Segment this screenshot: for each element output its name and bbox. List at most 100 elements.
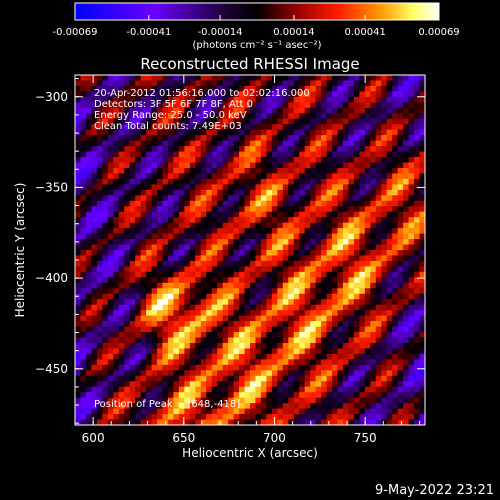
heatmap-cell bbox=[282, 255, 289, 262]
heatmap-cell bbox=[414, 102, 420, 109]
heatmap-cell bbox=[195, 403, 202, 409]
heatmap-cell bbox=[140, 200, 147, 207]
heatmap-cell bbox=[118, 173, 125, 180]
heatmap-cell bbox=[255, 282, 262, 289]
heatmap-cell bbox=[244, 271, 251, 278]
heatmap-cell bbox=[184, 299, 191, 306]
heatmap-cell bbox=[250, 80, 256, 87]
heatmap-cell bbox=[135, 386, 142, 393]
heatmap-cell bbox=[200, 337, 207, 344]
heatmap-cell bbox=[353, 304, 360, 311]
heatmap-cell bbox=[277, 403, 284, 409]
heatmap-cell bbox=[364, 315, 371, 322]
heatmap-cell bbox=[124, 178, 131, 185]
heatmap-cell bbox=[228, 140, 234, 147]
heatmap-cell bbox=[353, 157, 360, 163]
heatmap-cell bbox=[162, 211, 169, 218]
heatmap-cell bbox=[397, 282, 404, 289]
heatmap-cell bbox=[228, 364, 234, 371]
heatmap-cell bbox=[233, 370, 240, 377]
y-axis-label: Heliocentric Y (arcsec) bbox=[13, 183, 27, 318]
heatmap-cell bbox=[397, 167, 404, 174]
heatmap-cell bbox=[359, 337, 366, 344]
heatmap-cell bbox=[255, 91, 262, 98]
heatmap-cell bbox=[107, 277, 114, 284]
heatmap-cell bbox=[178, 348, 185, 355]
heatmap-cell bbox=[332, 419, 338, 425]
heatmap-cell bbox=[211, 85, 218, 92]
heatmap-cell bbox=[75, 342, 81, 349]
heatmap-cell bbox=[408, 178, 415, 185]
heatmap-cell bbox=[129, 162, 136, 169]
heatmap-cell bbox=[162, 157, 169, 163]
heatmap-cell bbox=[91, 135, 98, 142]
heatmap-cell bbox=[178, 178, 185, 185]
heatmap-cell bbox=[353, 113, 360, 120]
heatmap-cell bbox=[151, 107, 158, 114]
heatmap-cell bbox=[304, 222, 311, 229]
heatmap-cell bbox=[271, 271, 278, 278]
heatmap-cell bbox=[107, 282, 114, 289]
heatmap-cell bbox=[271, 288, 278, 295]
heatmap-cell bbox=[348, 157, 355, 163]
heatmap-cell bbox=[255, 167, 262, 174]
heatmap-cell bbox=[184, 282, 191, 289]
heatmap-cell bbox=[260, 260, 267, 267]
heatmap-cell bbox=[271, 364, 278, 371]
heatmap-cell bbox=[178, 151, 185, 158]
heatmap-cell bbox=[118, 91, 125, 98]
heatmap-cell bbox=[85, 157, 92, 163]
heatmap-cell bbox=[118, 239, 125, 245]
heatmap-cell bbox=[222, 96, 229, 103]
heatmap-cell bbox=[96, 151, 103, 158]
heatmap-cell bbox=[140, 167, 147, 174]
heatmap-cell bbox=[222, 178, 229, 185]
heatmap-cell bbox=[293, 189, 300, 196]
heatmap-cell bbox=[299, 370, 306, 377]
heatmap-cell bbox=[288, 419, 295, 425]
heatmap-cell bbox=[167, 266, 174, 273]
heatmap-cell bbox=[146, 315, 152, 322]
heatmap-cell bbox=[277, 195, 284, 202]
heatmap-cell bbox=[321, 348, 327, 355]
heatmap-cell bbox=[167, 233, 174, 240]
heatmap-cell bbox=[173, 189, 180, 196]
heatmap-cell bbox=[146, 151, 152, 158]
heatmap-cell bbox=[80, 96, 87, 103]
heatmap-cell bbox=[375, 189, 382, 196]
heatmap-cell bbox=[167, 162, 174, 169]
heatmap-cell bbox=[184, 277, 191, 284]
heatmap-cell bbox=[113, 397, 120, 404]
heatmap-cell bbox=[386, 189, 393, 196]
heatmap-cell bbox=[255, 359, 262, 366]
heatmap-cell bbox=[91, 200, 98, 207]
heatmap-cell bbox=[403, 386, 409, 393]
heatmap-cell bbox=[337, 414, 344, 420]
heatmap-cell bbox=[233, 288, 240, 295]
heatmap-cell bbox=[337, 244, 344, 251]
heatmap-cell bbox=[135, 124, 142, 131]
heatmap-cell bbox=[102, 403, 109, 409]
heatmap-cell bbox=[304, 200, 311, 207]
heatmap-cell bbox=[299, 353, 306, 360]
heatmap-cell bbox=[151, 113, 158, 120]
heatmap-cell bbox=[353, 408, 360, 415]
heatmap-cell bbox=[162, 255, 169, 262]
heatmap-cell bbox=[370, 375, 377, 382]
heatmap-cell bbox=[353, 211, 360, 218]
heatmap-cell bbox=[167, 260, 174, 267]
heatmap-cell bbox=[118, 271, 125, 278]
heatmap-cell bbox=[271, 184, 278, 191]
heatmap-cell bbox=[332, 189, 338, 196]
heatmap-cell bbox=[222, 288, 229, 295]
heatmap-cell bbox=[91, 217, 98, 224]
heatmap-cell bbox=[364, 118, 371, 125]
heatmap-cell bbox=[102, 167, 109, 174]
heatmap-cell bbox=[129, 250, 136, 256]
heatmap-cell bbox=[80, 91, 87, 98]
heatmap-cell bbox=[146, 414, 152, 420]
heatmap-cell bbox=[184, 342, 191, 349]
heatmap-cell bbox=[113, 146, 120, 152]
heatmap-cell bbox=[200, 96, 207, 103]
heatmap-cell bbox=[353, 271, 360, 278]
